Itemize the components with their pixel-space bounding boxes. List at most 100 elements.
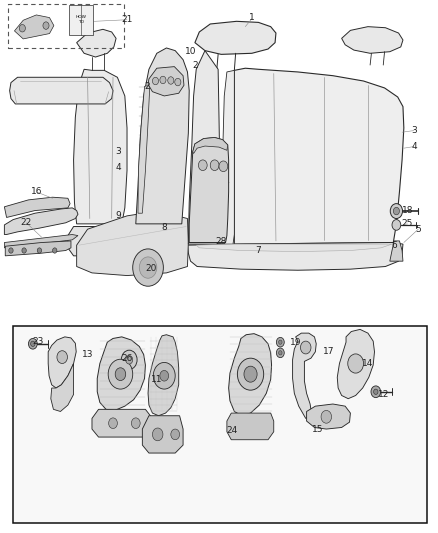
Circle shape: [348, 354, 364, 373]
Circle shape: [153, 362, 175, 389]
Polygon shape: [77, 29, 116, 57]
Polygon shape: [293, 333, 316, 418]
Polygon shape: [4, 208, 78, 235]
Circle shape: [152, 77, 159, 85]
Text: HOW
TO: HOW TO: [75, 15, 87, 24]
Polygon shape: [229, 334, 272, 416]
Text: 17: 17: [323, 348, 334, 356]
Circle shape: [108, 359, 133, 389]
Polygon shape: [221, 70, 234, 244]
Circle shape: [37, 248, 42, 253]
Polygon shape: [188, 51, 221, 244]
Text: 19: 19: [290, 338, 301, 346]
Circle shape: [109, 418, 117, 429]
Circle shape: [175, 78, 181, 86]
Polygon shape: [51, 364, 74, 411]
Text: 25: 25: [402, 220, 413, 228]
Polygon shape: [142, 416, 183, 453]
Polygon shape: [4, 197, 70, 217]
Text: 16: 16: [31, 188, 42, 196]
Polygon shape: [337, 329, 374, 399]
Text: 4: 4: [411, 142, 417, 151]
Text: 23: 23: [33, 337, 44, 345]
Text: 6: 6: [391, 241, 397, 249]
Circle shape: [279, 351, 282, 355]
Polygon shape: [97, 337, 145, 410]
Text: 2: 2: [144, 82, 149, 91]
Circle shape: [276, 337, 284, 347]
Circle shape: [244, 366, 257, 382]
Polygon shape: [148, 335, 179, 416]
Circle shape: [371, 386, 381, 398]
Circle shape: [126, 356, 133, 364]
Circle shape: [121, 350, 137, 369]
Polygon shape: [74, 69, 127, 224]
Circle shape: [219, 161, 228, 172]
Circle shape: [22, 248, 26, 253]
Circle shape: [160, 76, 166, 84]
Circle shape: [300, 341, 311, 354]
Text: 11: 11: [151, 375, 162, 384]
Text: 9: 9: [115, 211, 121, 220]
Text: 5: 5: [415, 225, 421, 233]
Circle shape: [321, 410, 332, 423]
Text: 22: 22: [21, 219, 32, 227]
Polygon shape: [138, 85, 150, 213]
Polygon shape: [196, 244, 392, 252]
Text: 14: 14: [362, 359, 374, 368]
Text: 26: 26: [121, 354, 133, 362]
Polygon shape: [48, 337, 76, 388]
Polygon shape: [77, 211, 188, 276]
Polygon shape: [227, 413, 274, 440]
Text: 3: 3: [411, 126, 417, 135]
Text: 21: 21: [121, 15, 133, 24]
Circle shape: [393, 207, 399, 215]
Polygon shape: [193, 138, 228, 154]
Bar: [8, 4, 124, 48]
Circle shape: [198, 160, 207, 171]
Circle shape: [43, 22, 49, 29]
Text: 7: 7: [255, 246, 261, 255]
Circle shape: [31, 341, 35, 346]
Circle shape: [57, 351, 67, 364]
Circle shape: [133, 249, 163, 286]
Text: 4: 4: [116, 164, 121, 172]
Polygon shape: [195, 21, 276, 54]
Polygon shape: [390, 241, 403, 261]
Circle shape: [115, 368, 126, 381]
Circle shape: [28, 338, 37, 349]
Circle shape: [374, 389, 378, 394]
Circle shape: [168, 77, 174, 84]
Text: 24: 24: [226, 426, 238, 434]
Text: 2: 2: [192, 61, 198, 69]
Circle shape: [152, 428, 163, 441]
Circle shape: [19, 25, 25, 32]
Polygon shape: [189, 138, 229, 243]
Text: 10: 10: [185, 47, 196, 56]
Text: 8: 8: [161, 223, 167, 231]
Polygon shape: [136, 48, 189, 224]
Polygon shape: [10, 77, 113, 104]
Text: 3: 3: [115, 148, 121, 156]
Circle shape: [139, 257, 157, 278]
Polygon shape: [4, 235, 78, 248]
Polygon shape: [187, 243, 403, 270]
Text: 13: 13: [82, 350, 93, 359]
Circle shape: [171, 429, 180, 440]
Polygon shape: [148, 67, 184, 96]
Polygon shape: [14, 15, 54, 39]
Text: 28: 28: [215, 238, 227, 246]
Polygon shape: [5, 241, 71, 256]
Circle shape: [279, 340, 282, 344]
Text: 20: 20: [145, 264, 157, 272]
Polygon shape: [307, 404, 350, 429]
Polygon shape: [68, 227, 134, 256]
Circle shape: [9, 248, 13, 253]
Circle shape: [131, 418, 140, 429]
Circle shape: [276, 348, 284, 358]
Text: 15: 15: [312, 425, 323, 433]
Text: 1: 1: [249, 13, 255, 21]
Circle shape: [53, 248, 57, 253]
Circle shape: [160, 370, 169, 381]
Polygon shape: [342, 27, 403, 53]
